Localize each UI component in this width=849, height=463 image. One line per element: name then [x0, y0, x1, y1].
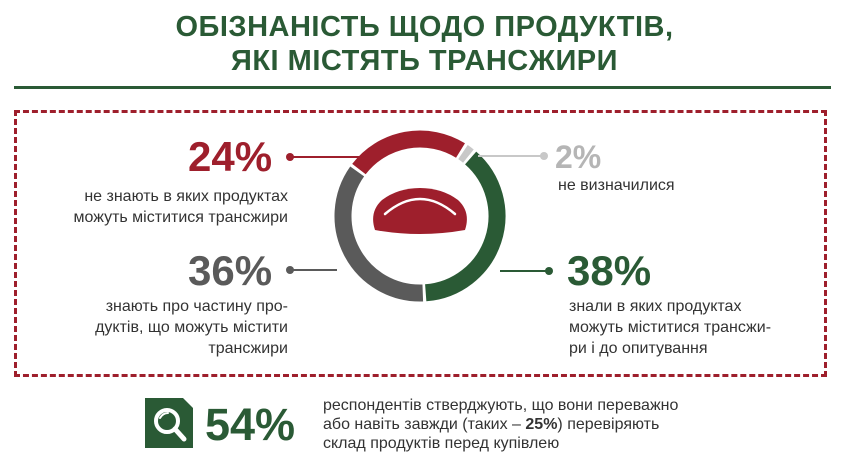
desc-24-line2: можуть міститися трансжири — [73, 209, 288, 226]
leader-dot-2 — [540, 152, 548, 160]
desc-24: не знають в яких продуктах можуть містит… — [20, 186, 288, 228]
title-divider — [14, 86, 831, 89]
chart-frame — [14, 110, 827, 377]
dumpling-icon — [373, 188, 467, 234]
bottom-line2: або навіть завжди (таких – 25%) перевіря… — [323, 415, 783, 434]
donut-slice-24 — [352, 130, 465, 175]
donut-slice-36 — [334, 166, 424, 302]
title-line-1: ОБІЗНАНІСТЬ ЩОДО ПРОДУКТІВ, — [175, 11, 674, 43]
title-line-2: ЯКІ МІСТЯТЬ ТРАНСЖИРИ — [231, 45, 618, 77]
desc-38-line2: можуть міститися трансжи- — [569, 319, 772, 336]
leader-dot-24 — [286, 153, 294, 161]
bottom-line1: респондентів стверджують, що вони перева… — [323, 397, 679, 414]
desc-2-line1: не визначилися — [558, 177, 675, 194]
desc-36-line1: знають про частину про- — [105, 298, 288, 315]
desc-36-line3: трансжири — [208, 340, 288, 357]
desc-38: знали в яких продуктах можуть міститися … — [569, 296, 771, 359]
pct-2: 2% — [555, 139, 602, 175]
donut-slice-2 — [458, 145, 474, 163]
desc-36: знають про частину про- дуктів, що можут… — [20, 296, 288, 359]
bottom-big-number: 54% — [205, 399, 296, 450]
desc-24-line1: не знають в яких продуктах — [84, 188, 288, 205]
bottom-line3: склад продуктів перед купівлею — [323, 435, 560, 452]
bottom-line2-bold: 25% — [525, 416, 558, 433]
pct-24: 24% — [188, 133, 273, 180]
leader-dot-36 — [286, 266, 294, 274]
bottom-line2-c: ) перевіряють — [557, 416, 660, 433]
bottom-line2-a: або навіть завжди (таких – — [323, 416, 526, 433]
desc-38-line1: знали в яких продуктах — [569, 298, 742, 315]
pct-38: 38% — [567, 247, 652, 294]
bottom-text: респондентів стверджують, що вони перева… — [323, 396, 783, 453]
donut-slice-38 — [424, 151, 506, 302]
desc-36-line2: дуктів, що можуть містити — [95, 319, 288, 336]
leader-dot-38 — [545, 267, 553, 275]
desc-2: не визначилися — [558, 175, 675, 196]
pct-36: 36% — [188, 247, 273, 294]
desc-38-line3: ри і до опитування — [569, 340, 708, 357]
magnifier-icon — [145, 398, 193, 448]
